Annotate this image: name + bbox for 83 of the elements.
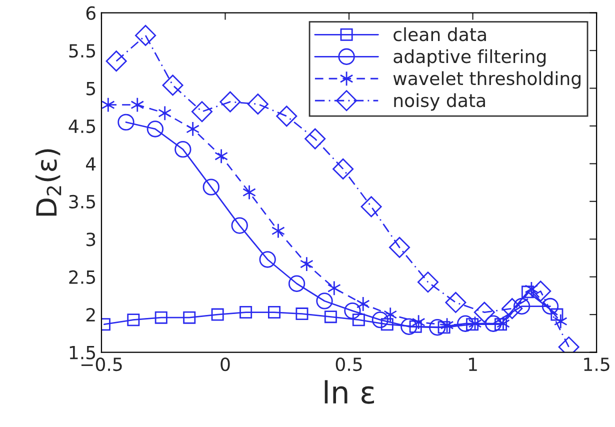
point xyxy=(412,314,426,330)
point xyxy=(429,319,446,336)
point xyxy=(542,298,559,315)
point xyxy=(158,106,172,121)
point xyxy=(400,318,418,335)
point xyxy=(550,308,564,321)
point xyxy=(183,311,196,324)
point xyxy=(324,310,337,324)
point xyxy=(220,91,241,112)
y-tick-label: 3.5 xyxy=(69,194,96,209)
y-tick-label: 2 xyxy=(86,308,95,322)
point xyxy=(276,106,298,127)
point xyxy=(344,302,361,320)
x-tick-label: 0.5 xyxy=(336,357,362,372)
point xyxy=(554,314,568,329)
point xyxy=(332,158,354,180)
point xyxy=(468,316,482,332)
point xyxy=(202,178,220,196)
point xyxy=(214,148,228,164)
point xyxy=(484,315,502,332)
point xyxy=(127,314,140,326)
legend-label: adaptive filtering xyxy=(394,49,546,67)
y-tick-label: 6 xyxy=(86,6,96,20)
point xyxy=(380,318,394,331)
point xyxy=(231,217,248,234)
y-tick-label: 3 xyxy=(86,232,96,246)
x-tick-label: 1.5 xyxy=(584,358,610,372)
point xyxy=(174,141,192,158)
point xyxy=(327,280,341,296)
point xyxy=(296,308,308,320)
point xyxy=(240,306,252,319)
point xyxy=(101,97,115,112)
y-tick-label: 2.5 xyxy=(69,270,96,284)
point xyxy=(135,24,156,46)
point xyxy=(242,184,256,200)
point xyxy=(384,306,398,322)
point xyxy=(304,128,326,150)
x-tick-label: 0 xyxy=(220,357,230,372)
point xyxy=(496,316,510,332)
point xyxy=(300,256,314,272)
legend-label: clean data xyxy=(394,27,486,42)
point xyxy=(146,120,164,138)
point xyxy=(356,296,370,312)
point xyxy=(130,97,144,112)
point xyxy=(466,318,479,331)
point xyxy=(530,280,552,302)
point xyxy=(272,223,285,238)
y-tick-label: 1.5 xyxy=(70,346,96,360)
y-tick-label: 5.5 xyxy=(69,44,96,58)
point xyxy=(186,121,200,137)
point xyxy=(118,114,134,131)
point xyxy=(211,308,224,321)
point xyxy=(524,281,538,297)
point xyxy=(268,306,281,319)
point xyxy=(513,298,530,315)
point xyxy=(494,318,508,331)
y-tick-label: 4.5 xyxy=(68,120,96,134)
point xyxy=(474,302,495,323)
point xyxy=(372,312,389,328)
point xyxy=(445,292,466,313)
point xyxy=(316,292,333,310)
x-tick-label: 1 xyxy=(469,358,477,371)
point xyxy=(106,50,127,72)
point xyxy=(288,275,306,292)
point xyxy=(457,315,474,332)
point xyxy=(417,272,438,293)
x-axis-title: ln ε xyxy=(324,380,374,404)
point xyxy=(247,94,268,115)
y-tick-label: 4 xyxy=(86,157,96,171)
y-axis-title: D$_{2}$(ε) xyxy=(35,149,62,216)
legend-label: noisy data xyxy=(394,93,485,111)
point xyxy=(360,196,382,218)
legend-label: wavelet thresholding xyxy=(393,71,580,89)
point xyxy=(440,317,454,333)
point xyxy=(191,101,212,122)
point xyxy=(352,314,365,326)
point xyxy=(162,74,184,96)
point xyxy=(502,298,523,320)
point xyxy=(154,311,168,324)
point xyxy=(259,251,276,268)
y-tick-label: 5 xyxy=(86,82,96,96)
point xyxy=(521,286,534,298)
point xyxy=(388,236,410,258)
